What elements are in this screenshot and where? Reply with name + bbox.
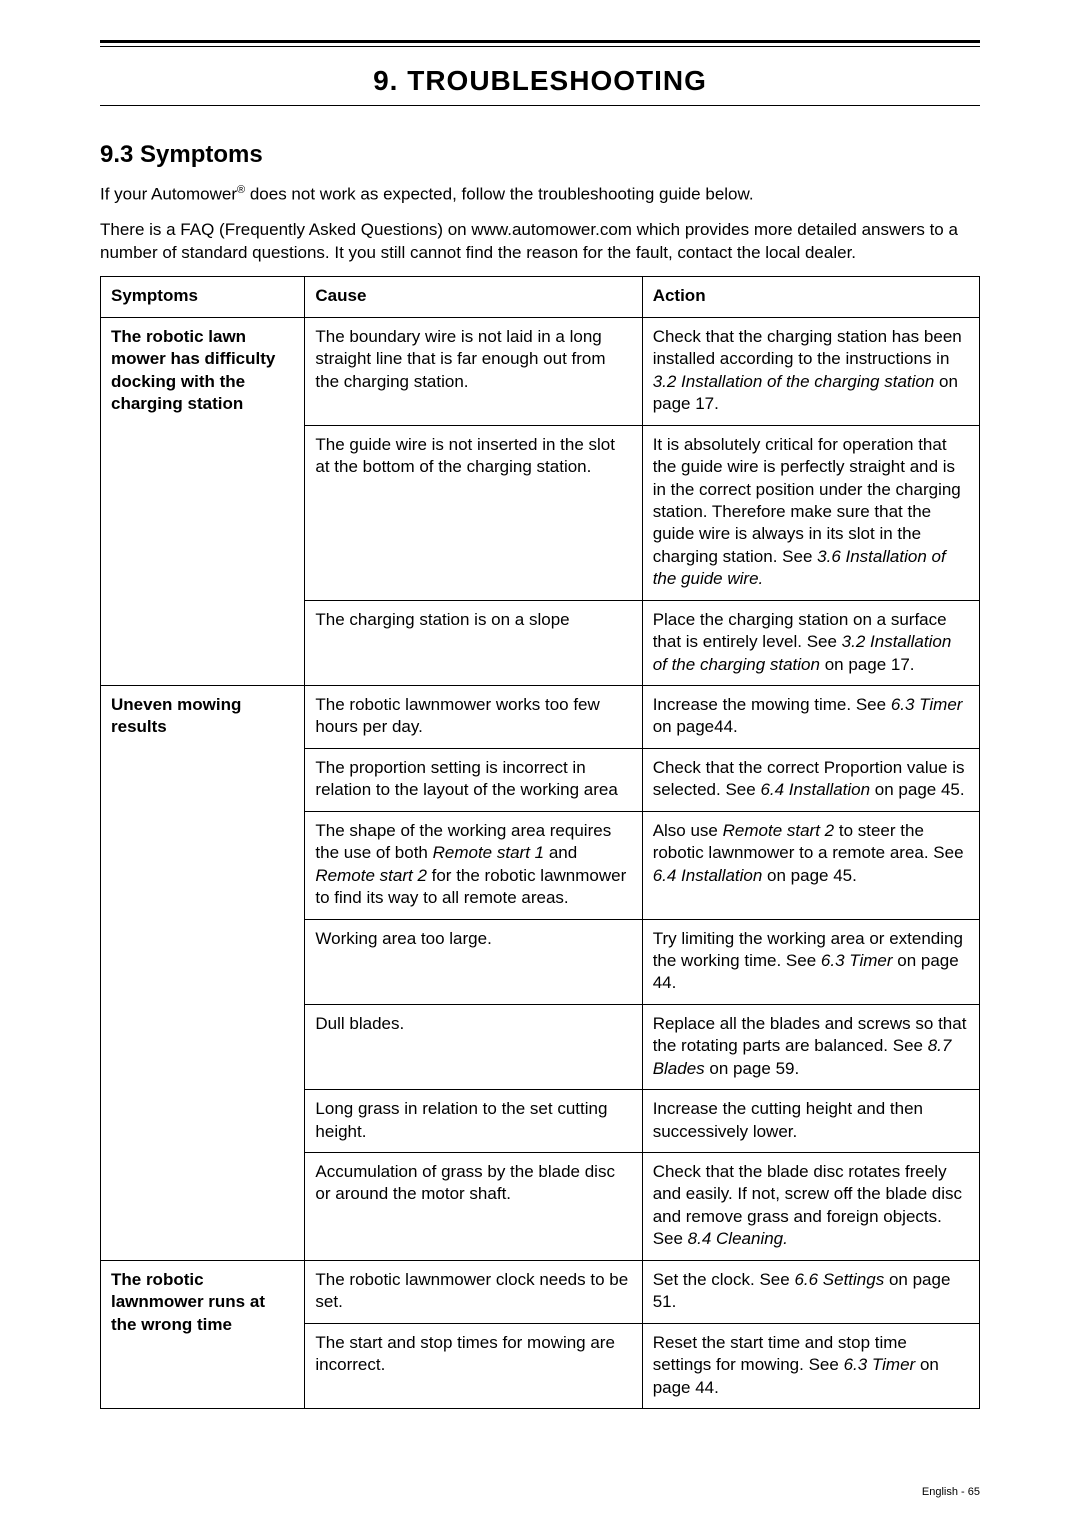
troubleshooting-table: Symptoms Cause Action The robotic lawn m… — [100, 276, 980, 1409]
cause-cell: Working area too large. — [305, 919, 642, 1004]
action-cell: Increase the mowing time. See 6.3 Timer … — [642, 686, 979, 749]
action-cell: Also use Remote start 2 to steer the rob… — [642, 811, 979, 919]
action-cell: Check that the correct Proportion value … — [642, 748, 979, 811]
action-cell: Set the clock. See 6.6 Settings on page … — [642, 1260, 979, 1323]
table-header-row: Symptoms Cause Action — [101, 277, 980, 317]
action-cell: Increase the cutting height and then suc… — [642, 1090, 979, 1153]
symptom-cell: The robotic lawn mower has difficulty do… — [101, 317, 305, 685]
action-cell: Check that the blade disc rotates freely… — [642, 1153, 979, 1261]
chapter-title: 9. TROUBLESHOOTING — [100, 65, 980, 97]
intro-text: If your Automower® does not work as expe… — [100, 183, 980, 264]
cause-cell: Dull blades. — [305, 1004, 642, 1089]
section-title: 9.3 Symptoms — [100, 141, 980, 169]
table-row: The robotic lawn mower has difficulty do… — [101, 317, 980, 425]
table-row: Uneven mowing results The robotic lawnmo… — [101, 686, 980, 749]
intro-p1-a: If your Automower — [100, 185, 237, 204]
symptom-cell: The robotic lawnmower runs at the wrong … — [101, 1260, 305, 1408]
action-cell: Try limiting the working area or extendi… — [642, 919, 979, 1004]
header-top-rule — [100, 40, 980, 47]
intro-paragraph-1: If your Automower® does not work as expe… — [100, 183, 980, 207]
symptom-cell: Uneven mowing results — [101, 686, 305, 1261]
cause-cell: The shape of the working area requires t… — [305, 811, 642, 919]
cause-cell: Accumulation of grass by the blade disc … — [305, 1153, 642, 1261]
cause-cell: The charging station is on a slope — [305, 600, 642, 685]
action-cell: It is absolutely critical for operation … — [642, 425, 979, 600]
cause-cell: The robotic lawnmower works too few hour… — [305, 686, 642, 749]
cause-cell: The start and stop times for mowing are … — [305, 1323, 642, 1408]
header-action: Action — [642, 277, 979, 317]
cause-cell: The guide wire is not inserted in the sl… — [305, 425, 642, 600]
intro-p1-b: does not work as expected, follow the tr… — [245, 185, 753, 204]
header-symptoms: Symptoms — [101, 277, 305, 317]
action-cell: Place the charging station on a surface … — [642, 600, 979, 685]
table-row: The robotic lawnmower runs at the wrong … — [101, 1260, 980, 1323]
registered-icon: ® — [237, 184, 245, 196]
header-cause: Cause — [305, 277, 642, 317]
cause-cell: The proportion setting is incorrect in r… — [305, 748, 642, 811]
header-bottom-rule — [100, 105, 980, 106]
cause-cell: Long grass in relation to the set cuttin… — [305, 1090, 642, 1153]
action-cell: Check that the charging station has been… — [642, 317, 979, 425]
intro-paragraph-2: There is a FAQ (Frequently Asked Questio… — [100, 219, 980, 265]
cause-cell: The robotic lawnmower clock needs to be … — [305, 1260, 642, 1323]
page-footer: English - 65 — [922, 1486, 980, 1498]
action-cell: Replace all the blades and screws so tha… — [642, 1004, 979, 1089]
action-cell: Reset the start time and stop time setti… — [642, 1323, 979, 1408]
cause-cell: The boundary wire is not laid in a long … — [305, 317, 642, 425]
